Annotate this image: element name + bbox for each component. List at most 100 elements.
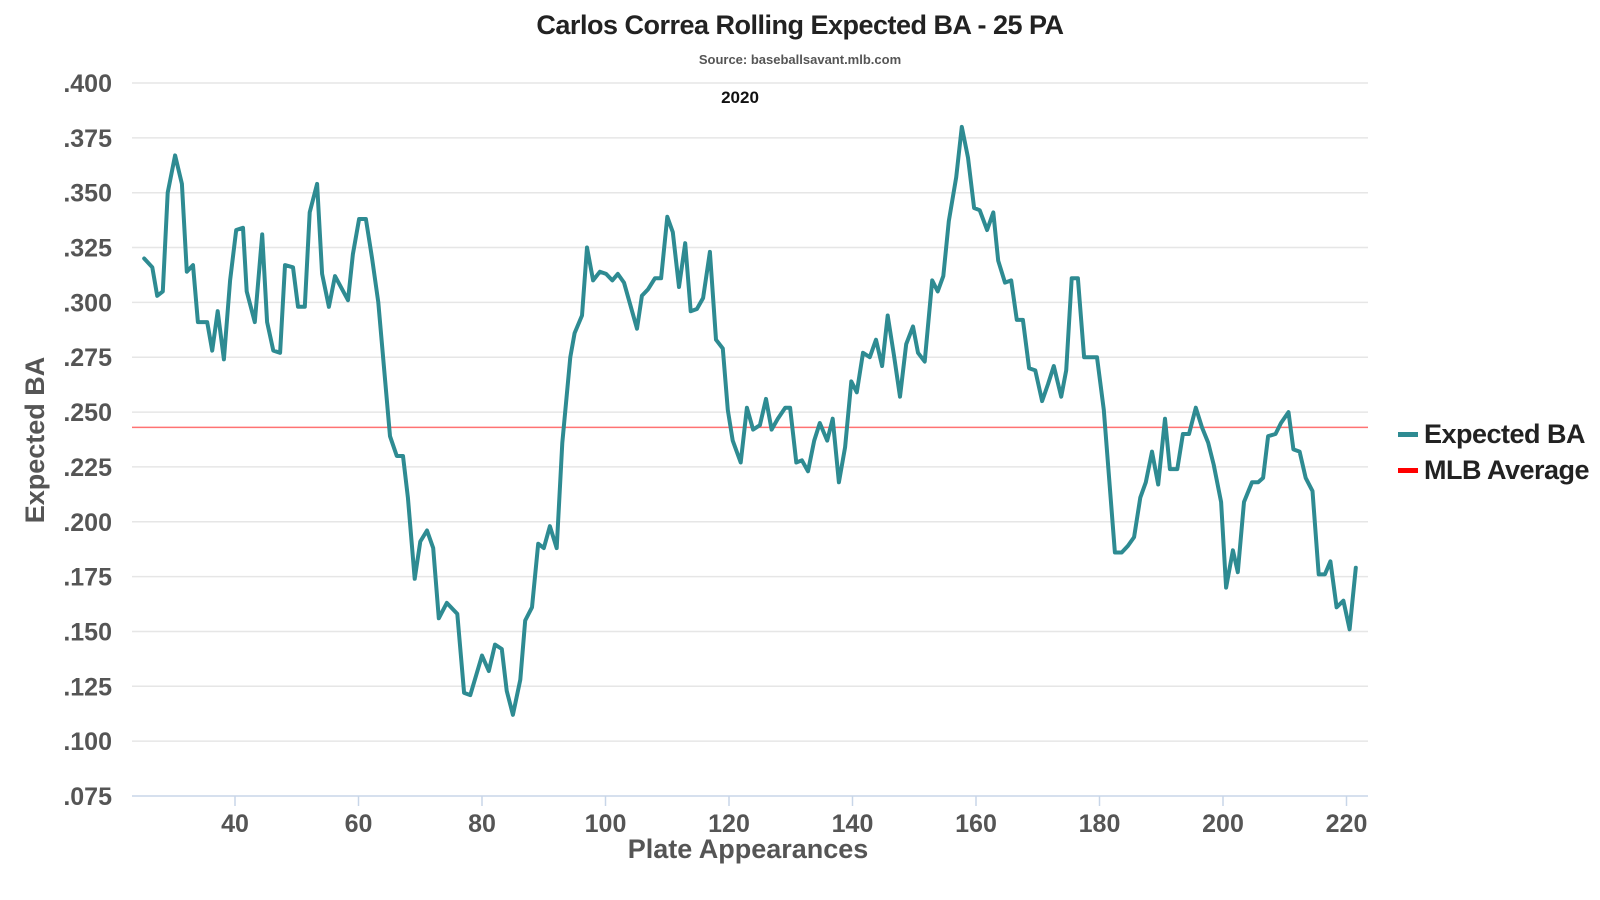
data-point: [246, 291, 247, 292]
data-point: [1169, 469, 1170, 470]
y-tick-label: .400: [63, 70, 112, 98]
data-point: [1140, 497, 1141, 498]
data-point: [1195, 407, 1196, 408]
data-point: [1011, 280, 1012, 281]
data-point: [365, 219, 366, 220]
data-point: [396, 455, 397, 456]
data-point: [808, 471, 809, 472]
chart-subtitle: Source: baseballsavant.mlb.com: [698, 52, 902, 67]
y-tick-label: .125: [63, 673, 112, 701]
y-tick-label: .225: [63, 454, 112, 482]
data-point: [427, 530, 428, 531]
data-point: [1324, 574, 1325, 575]
data-point: [801, 460, 802, 461]
y-tick-label: .175: [63, 564, 112, 592]
data-point: [678, 287, 679, 288]
data-point: [856, 392, 857, 393]
data-point: [1048, 383, 1049, 384]
data-point: [501, 649, 502, 650]
data-point: [243, 227, 244, 228]
data-point: [777, 418, 778, 419]
data-point: [1005, 282, 1006, 283]
data-point: [827, 440, 828, 441]
data-point: [273, 350, 274, 351]
data-point: [882, 366, 883, 367]
data-point: [838, 482, 839, 483]
data-point: [961, 126, 962, 127]
data-point: [851, 381, 852, 382]
data-point: [309, 212, 310, 213]
data-point: [987, 229, 988, 230]
data-point: [641, 295, 642, 296]
data-point: [785, 407, 786, 408]
data-point: [796, 462, 797, 463]
data-point: [1134, 537, 1135, 538]
data-point: [606, 273, 607, 274]
data-point: [862, 352, 863, 353]
data-point: [1077, 278, 1078, 279]
data-point: [402, 455, 403, 456]
season-annotation: 2020: [721, 88, 759, 107]
data-point: [1022, 319, 1023, 320]
data-point: [845, 447, 846, 448]
data-point: [1252, 482, 1253, 483]
data-point: [207, 322, 208, 323]
data-point: [1355, 567, 1356, 568]
data-point: [574, 333, 575, 334]
data-point: [790, 407, 791, 408]
data-point: [1035, 370, 1036, 371]
data-point: [1182, 434, 1183, 435]
y-tick-label: .375: [63, 125, 112, 153]
data-point: [1189, 434, 1190, 435]
data-point: [482, 655, 483, 656]
data-point: [285, 265, 286, 266]
data-point: [1164, 418, 1165, 419]
data-point: [157, 295, 158, 296]
data-point: [967, 157, 968, 158]
data-point: [186, 271, 187, 272]
data-point: [1061, 396, 1062, 397]
data-point: [538, 543, 539, 544]
data-point: [617, 273, 618, 274]
data-point: [197, 322, 198, 323]
data-point: [1084, 357, 1085, 358]
x-tick-label: 60: [345, 810, 373, 838]
data-point: [582, 315, 583, 316]
data-point: [709, 251, 710, 252]
data-point: [759, 425, 760, 426]
data-point: [352, 254, 353, 255]
data-point: [457, 613, 458, 614]
data-point: [1281, 423, 1282, 424]
data-point: [913, 326, 914, 327]
y-tick-label: .275: [63, 344, 112, 372]
data-point: [1208, 442, 1209, 443]
data-point: [1312, 491, 1313, 492]
data-point: [1121, 552, 1122, 553]
data-point: [1071, 278, 1072, 279]
data-point: [974, 208, 975, 209]
data-point: [593, 280, 594, 281]
data-point: [532, 607, 533, 608]
data-point: [1243, 502, 1244, 503]
data-point: [317, 183, 318, 184]
data-point: [814, 440, 815, 441]
data-point: [167, 192, 168, 193]
data-point: [1268, 436, 1269, 437]
legend-swatch-expected-ba: [1398, 431, 1418, 437]
data-point: [1097, 357, 1098, 358]
data-point: [722, 348, 723, 349]
data-point: [753, 429, 754, 430]
data-point: [703, 297, 704, 298]
y-tick-label: .325: [63, 235, 112, 263]
data-point: [520, 679, 521, 680]
data-point: [1330, 561, 1331, 562]
data-point: [1318, 574, 1319, 575]
legend-item-mlb-average[interactable]: MLB Average: [1398, 452, 1590, 488]
legend-item-expected-ba[interactable]: Expected BA: [1398, 416, 1589, 452]
data-point: [1213, 464, 1214, 465]
y-tick-label: .350: [63, 180, 112, 208]
data-point: [998, 260, 999, 261]
expected-ba-series: [142, 124, 1358, 717]
x-tick-label: 140: [832, 810, 874, 838]
data-point: [1336, 607, 1337, 608]
